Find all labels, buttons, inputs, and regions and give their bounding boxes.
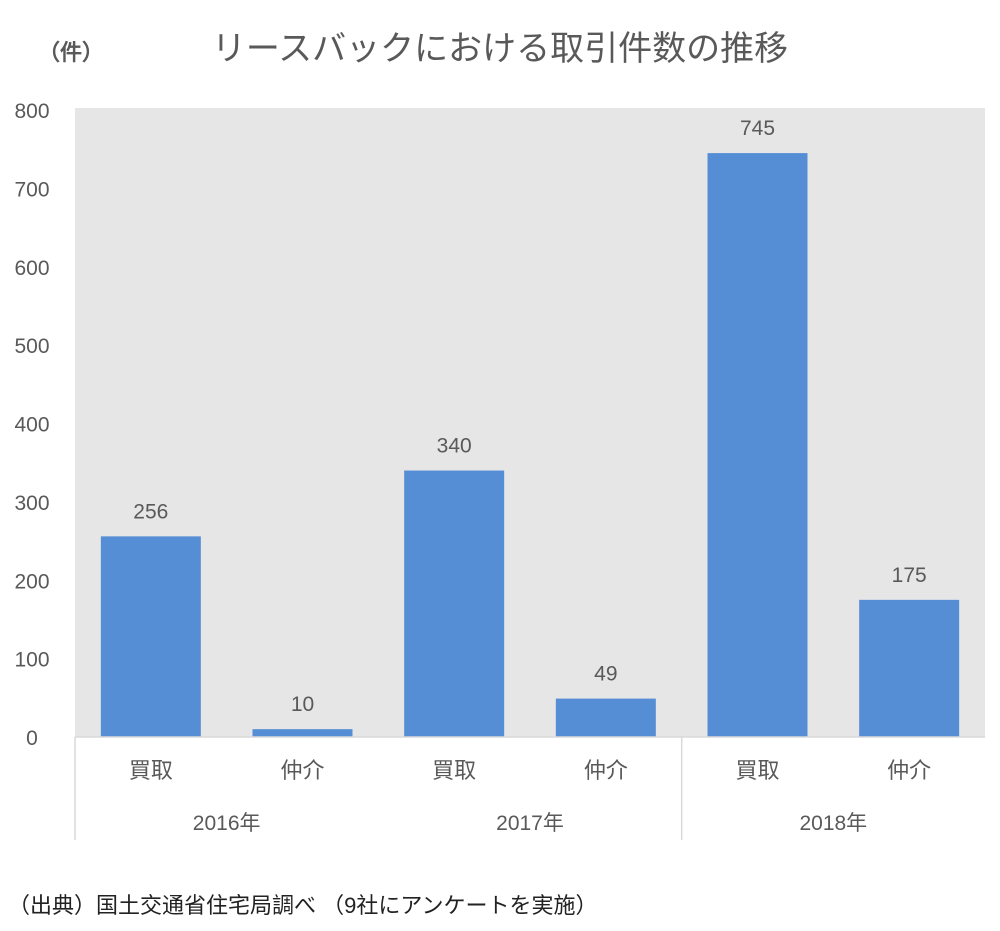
y-axis-unit: （件） bbox=[38, 40, 104, 65]
y-tick-label: 800 bbox=[14, 100, 49, 123]
bar bbox=[859, 599, 960, 737]
y-tick-label: 200 bbox=[14, 570, 49, 593]
y-tick-label: 500 bbox=[14, 335, 49, 358]
data-label: 10 bbox=[291, 693, 314, 716]
x-tick-label: 買取 bbox=[432, 758, 476, 783]
bar bbox=[252, 729, 353, 737]
y-tick-label: 700 bbox=[14, 178, 49, 201]
plot-area bbox=[75, 108, 985, 737]
y-tick-label: 300 bbox=[14, 492, 49, 515]
group-label: 2016年 bbox=[193, 812, 261, 835]
y-tick-label: 100 bbox=[14, 649, 49, 672]
bar bbox=[555, 698, 656, 737]
x-tick-label: 仲介 bbox=[887, 758, 931, 783]
group-label: 2018年 bbox=[799, 812, 867, 835]
data-label: 256 bbox=[133, 500, 168, 523]
group-label: 2017年 bbox=[496, 812, 564, 835]
bar bbox=[100, 536, 201, 737]
y-tick-label: 0 bbox=[26, 727, 38, 750]
bar bbox=[404, 470, 505, 737]
data-label: 49 bbox=[594, 663, 617, 686]
y-tick-label: 400 bbox=[14, 414, 49, 437]
data-label: 340 bbox=[437, 435, 472, 458]
data-label: 175 bbox=[892, 564, 927, 587]
source-note: （出典）国土交通省住宅局調べ （9社にアンケートを実施） bbox=[8, 893, 597, 918]
data-label: 745 bbox=[740, 117, 775, 140]
x-tick-label: 買取 bbox=[129, 758, 173, 783]
bar bbox=[707, 153, 808, 737]
y-tick-label: 600 bbox=[14, 257, 49, 280]
x-tick-label: 仲介 bbox=[280, 758, 324, 783]
chart-title: リースバックにおける取引件数の推移 bbox=[212, 30, 788, 68]
x-tick-label: 買取 bbox=[735, 758, 779, 783]
x-tick-label: 仲介 bbox=[584, 758, 628, 783]
